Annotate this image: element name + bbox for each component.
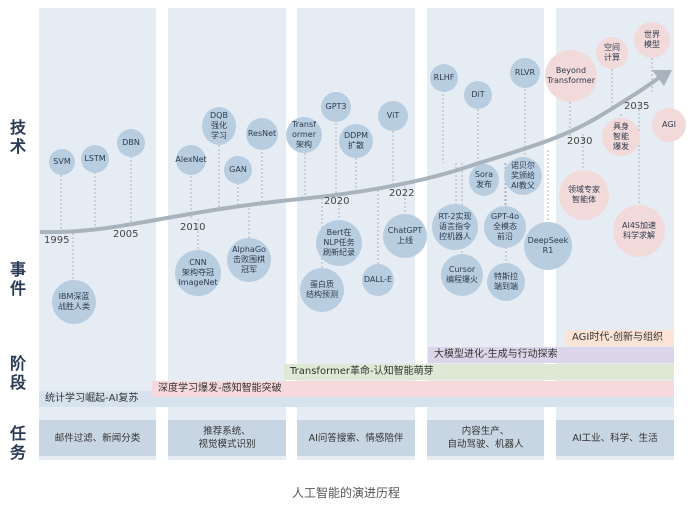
node-ai4s: AI4S加速 科学求解 [613, 205, 665, 257]
node-world-model: 世界 模型 [634, 22, 670, 58]
node-cursor: Cursor 编程爆火 [441, 254, 483, 296]
year-label: 2022 [389, 188, 415, 199]
row-label-tasks: 任 务 [9, 424, 26, 462]
node-rt2: RT-2实现 语言指令 控机器人 [432, 204, 478, 250]
node-vit: ViT [378, 101, 408, 131]
stage-band-statistical: 统计学习崛起-AI复苏 [39, 391, 152, 407]
node-sora: Sora 发布 [469, 164, 499, 196]
year-label: 1995 [44, 235, 70, 246]
year-label: 2010 [180, 222, 206, 233]
stage-band-deep-learning: 深度学习爆发-感知智能突破 [152, 381, 674, 397]
node-agi: AGI [652, 108, 686, 142]
task-box-3: AI问答搜索、情感陪伴 [297, 420, 415, 456]
row-label-tech: 技 术 [9, 118, 26, 156]
node-rlhf: RLHF [430, 64, 458, 92]
node-rlvr: RLVR [510, 58, 540, 88]
task-box-2: 推荐系统、 视觉模式识别 [168, 420, 286, 456]
node-dqb: DQB 强化 学习 [202, 107, 236, 145]
figure-caption: 人工智能的演进历程 [291, 486, 400, 500]
stage-band-agi: AGI时代-创新与组织 [566, 330, 674, 346]
node-deepseek: DeepSeek R1 [524, 222, 572, 270]
stage-band-statistical-ext [152, 397, 674, 407]
node-cnn: CNN 架构夺冠 ImageNet [175, 250, 221, 296]
node-dalle: DALL-E [362, 264, 394, 296]
trend-curve [39, 75, 662, 235]
node-gpt3: GPT3 [321, 92, 351, 122]
node-transformer: Transf ormer 架构 [286, 117, 322, 153]
node-ddpm: DDPM 扩散 [339, 124, 373, 158]
node-domain-expert: 领域专家 智能体 [559, 170, 609, 220]
row-label-events: 事 件 [9, 260, 26, 298]
trend-arrowhead [652, 70, 672, 86]
node-dit: DiT [464, 81, 492, 109]
node-protein: 蛋白质 结构预测 [300, 268, 344, 312]
stage-band-transformer: Transformer革命-认知智能萌芽 [284, 364, 674, 380]
stage-band-llm: 大模型进化-生成与行动探索 [428, 347, 674, 363]
task-box-5: AI工业、科学、生活 [556, 420, 674, 456]
node-gan: GAN [224, 156, 252, 184]
node-spatial-computing: 空间 计算 [596, 37, 628, 69]
node-lstm: LSTM [81, 145, 109, 173]
node-gpt4o: GPT-4o 全模态 前沿 [484, 206, 526, 248]
year-label: 2005 [113, 229, 139, 240]
node-alexnet: AlexNet [175, 145, 207, 175]
row-label-stages: 阶 段 [9, 354, 26, 392]
node-nobel: 诺贝尔 奖颁给 AI教父 [504, 157, 542, 195]
year-label: 2035 [624, 101, 650, 112]
node-embodied: 具身 智能 爆发 [602, 118, 640, 156]
node-tesla: 特斯拉 端到端 [487, 263, 525, 301]
task-box-1: 邮件过滤、新闻分类 [39, 420, 156, 456]
node-dbn: DBN [117, 129, 145, 157]
node-ibm: IBM深蓝 战胜人类 [52, 280, 96, 324]
node-bert: Bert在 NLP任务 刷新纪录 [316, 220, 362, 266]
node-resnet: ResNet [246, 118, 278, 150]
task-box-4: 内容生产、 自动驾驶、机器人 [427, 420, 544, 456]
year-label: 2030 [567, 136, 593, 147]
node-alphago: AlphaGo 击败围棋 冠军 [227, 238, 271, 282]
node-beyond-transformer: Beyond Transformer [545, 50, 597, 102]
node-chatgpt: ChatGPT 上线 [383, 214, 427, 258]
node-svm: SVM [49, 149, 75, 175]
year-label: 2020 [324, 196, 350, 207]
